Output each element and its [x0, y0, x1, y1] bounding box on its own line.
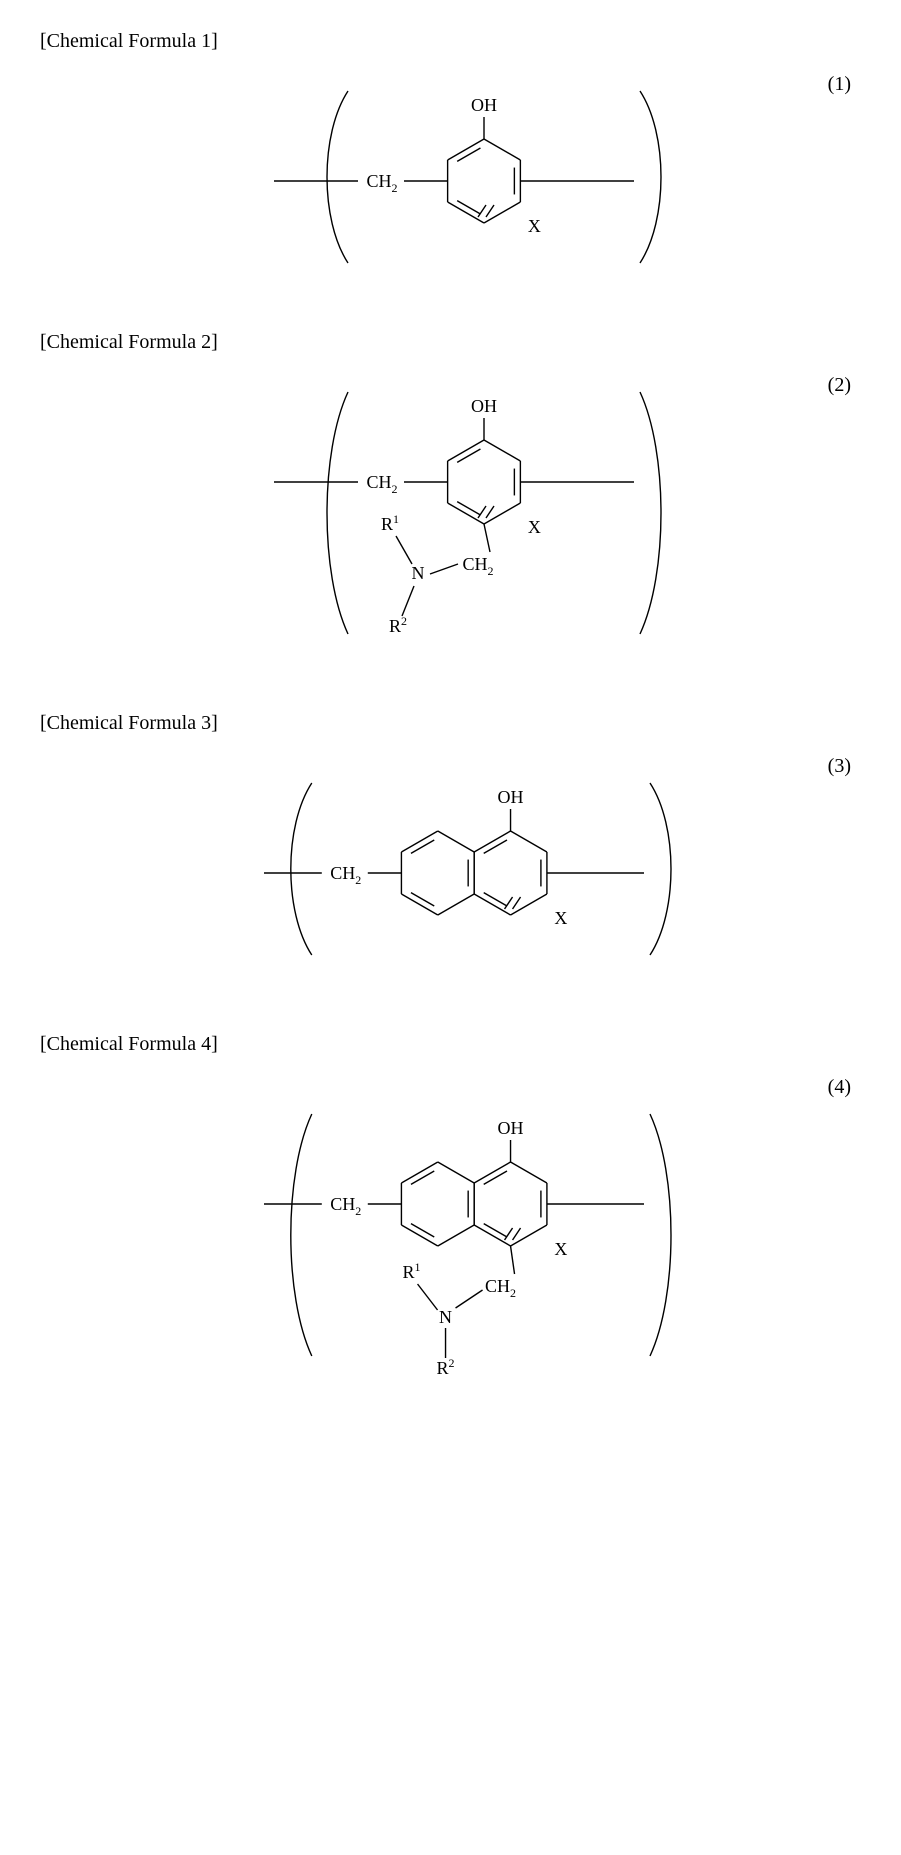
svg-text:CH2: CH2: [366, 171, 397, 195]
chemical-structure-naphthol-amino: OH X CH2 CH2 N R1 R2: [224, 1064, 684, 1404]
svg-text:OH: OH: [497, 787, 523, 807]
structure-wrap: OH X CH2 CH2 N R1 R2: [80, 362, 828, 682]
formula-number: (1): [828, 61, 861, 96]
svg-text:N: N: [411, 563, 424, 583]
chemical-structure-phenol-amino: OH X CH2 CH2 N R1 R2: [224, 362, 684, 682]
svg-text:OH: OH: [471, 95, 497, 115]
svg-text:CH2: CH2: [330, 863, 361, 887]
svg-text:CH2: CH2: [462, 554, 493, 578]
formula-row: OH X CH2 (1): [40, 61, 861, 301]
formula-row: OH X CH2 CH2 N R1 R2 (2): [40, 362, 861, 682]
svg-text:CH2: CH2: [366, 472, 397, 496]
formula-label: [Chemical Formula 1]: [40, 30, 861, 53]
chemical-structure-naphthol: OH X CH2: [224, 743, 684, 1003]
formula-label: [Chemical Formula 3]: [40, 712, 861, 735]
svg-text:N: N: [439, 1307, 452, 1327]
formula-number: (4): [828, 1064, 861, 1099]
formula-block-2: [Chemical Formula 2] OH X CH2 CH2 N R1 R2 (2): [40, 331, 861, 682]
svg-text:CH2: CH2: [485, 1276, 516, 1300]
svg-text:R2: R2: [389, 614, 407, 636]
formula-number: (2): [828, 362, 861, 397]
svg-text:CH2: CH2: [330, 1194, 361, 1218]
svg-text:OH: OH: [497, 1118, 523, 1138]
svg-text:OH: OH: [471, 396, 497, 416]
structure-wrap: OH X CH2 CH2 N R1 R2: [80, 1064, 828, 1404]
formula-row: OH X CH2 (3): [40, 743, 861, 1003]
structure-wrap: OH X CH2: [80, 61, 828, 301]
svg-text:R2: R2: [436, 1356, 454, 1378]
formula-block-3: [Chemical Formula 3] OH X CH2 (3): [40, 712, 861, 1003]
formula-number: (3): [828, 743, 861, 778]
svg-text:X: X: [528, 517, 541, 537]
svg-text:X: X: [528, 216, 541, 236]
formula-label: [Chemical Formula 4]: [40, 1033, 861, 1056]
formula-label: [Chemical Formula 2]: [40, 331, 861, 354]
formula-block-1: [Chemical Formula 1] OH X CH2 (1): [40, 30, 861, 301]
svg-text:X: X: [554, 908, 567, 928]
structure-wrap: OH X CH2: [80, 743, 828, 1003]
svg-text:R1: R1: [381, 512, 399, 534]
svg-text:X: X: [554, 1239, 567, 1259]
chemical-structure-phenol: OH X CH2: [224, 61, 684, 301]
formula-block-4: [Chemical Formula 4] OH X CH2 CH2 N R1 R2 (4): [40, 1033, 861, 1404]
formula-row: OH X CH2 CH2 N R1 R2 (4): [40, 1064, 861, 1404]
svg-text:R1: R1: [402, 1260, 420, 1282]
